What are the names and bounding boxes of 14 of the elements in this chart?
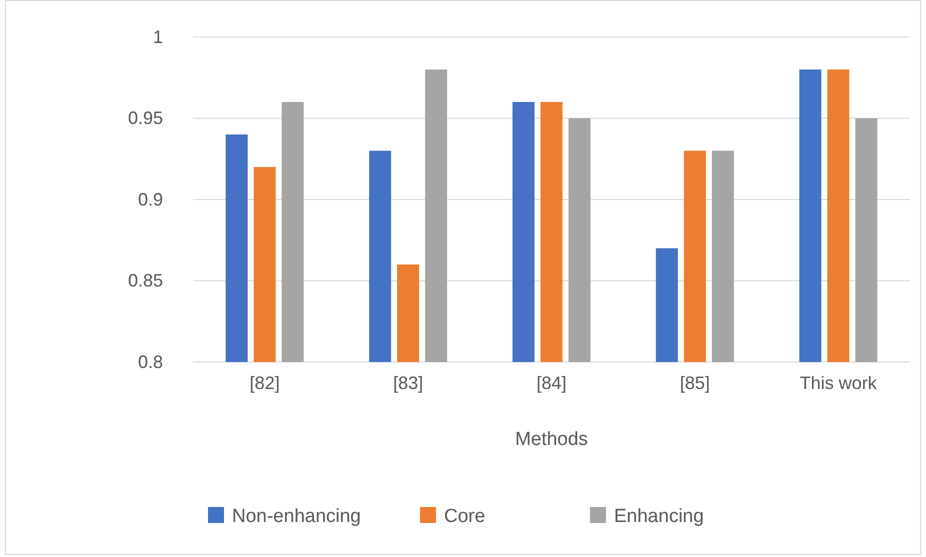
x-tick-label: [82] — [250, 372, 280, 393]
y-tick-label: 0.85 — [128, 270, 163, 291]
x-tick-label: [83] — [393, 372, 424, 393]
x-tick-label: [85] — [680, 372, 710, 393]
x-axis-title: Methods — [515, 429, 588, 450]
x-tick-label: This work — [800, 372, 878, 393]
legend-label: Enhancing — [614, 506, 704, 527]
y-tick-label: 0.9 — [138, 189, 163, 210]
y-tick-label: 0.8 — [138, 352, 163, 372]
x-tick-label: [84] — [536, 372, 567, 393]
legend-label: Core — [444, 506, 486, 527]
legend-label: Non-enhancing — [232, 506, 361, 527]
y-tick-label: 1 — [152, 26, 163, 47]
y-tick-label: 0.95 — [128, 108, 163, 128]
